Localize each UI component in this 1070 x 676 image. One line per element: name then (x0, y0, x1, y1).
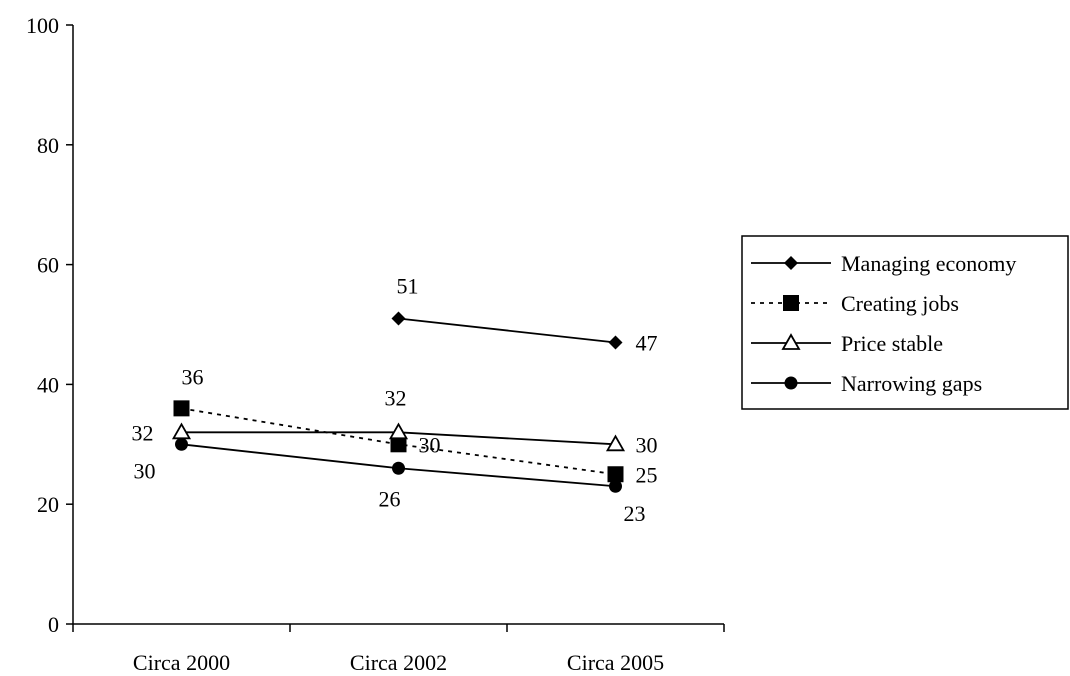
point-creating-jobs (390, 436, 407, 453)
data-label-price-stable: 32 (132, 420, 154, 445)
legend-label-price-stable: Price stable (841, 331, 943, 356)
y-tick-label: 0 (48, 612, 59, 637)
point-narrowing-gaps (392, 461, 405, 475)
data-label-price-stable: 30 (636, 432, 658, 457)
y-tick-label: 100 (26, 13, 59, 38)
series-line-managing-economy (398, 317, 616, 344)
point-narrowing-gaps (175, 437, 188, 451)
x-tick-label: Circa 2000 (133, 650, 230, 675)
data-label-narrowing-gaps: 30 (134, 458, 156, 483)
point-narrowing-gaps (609, 479, 622, 493)
point-price-stable (171, 422, 192, 440)
x-tick-label: Circa 2002 (350, 650, 447, 675)
legend-label-creating-jobs: Creating jobs (841, 291, 959, 316)
x-tick-label: Circa 2005 (567, 650, 664, 675)
data-label-narrowing-gaps: 23 (624, 501, 646, 526)
data-label-narrowing-gaps: 26 (379, 486, 401, 511)
y-tick-label: 60 (37, 253, 59, 278)
legend-marker-managing-economy (784, 256, 798, 270)
legend: Managing economy Creating jobs Price stabl… (741, 235, 1069, 410)
point-managing-economy (608, 335, 623, 350)
data-label-managing-economy: 51 (397, 274, 419, 299)
point-price-stable (388, 422, 409, 440)
data-label-managing-economy: 47 (636, 330, 658, 355)
data-label-creating-jobs: 25 (636, 462, 658, 487)
data-label-price-stable: 32 (385, 385, 407, 410)
point-managing-economy (391, 311, 406, 326)
y-tick-label: 20 (37, 492, 59, 517)
series-layer (171, 311, 626, 493)
point-price-stable (605, 434, 626, 452)
legend-label-narrowing-gaps: Narrowing gaps (841, 371, 982, 396)
data-labels: 51 47 36 30 25 32 32 30 30 26 23 (132, 274, 658, 527)
y-tick-label: 40 (37, 372, 59, 397)
point-creating-jobs (173, 400, 190, 417)
data-label-creating-jobs: 36 (182, 364, 204, 389)
data-label-creating-jobs: 30 (419, 432, 441, 457)
y-tick-label: 80 (37, 133, 59, 158)
legend-marker-price-stable (781, 333, 801, 350)
point-creating-jobs (607, 466, 624, 483)
legend-marker-creating-jobs (783, 295, 799, 311)
axes: 0 20 40 60 80 100 Circa 2000 Circa 2002 Circa 20… (26, 13, 725, 675)
legend-label-managing-economy: Managing economy (841, 251, 1016, 276)
legend-marker-narrowing-gaps (784, 376, 798, 390)
